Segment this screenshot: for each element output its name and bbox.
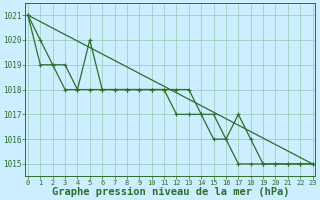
X-axis label: Graphe pression niveau de la mer (hPa): Graphe pression niveau de la mer (hPa) <box>52 187 289 197</box>
